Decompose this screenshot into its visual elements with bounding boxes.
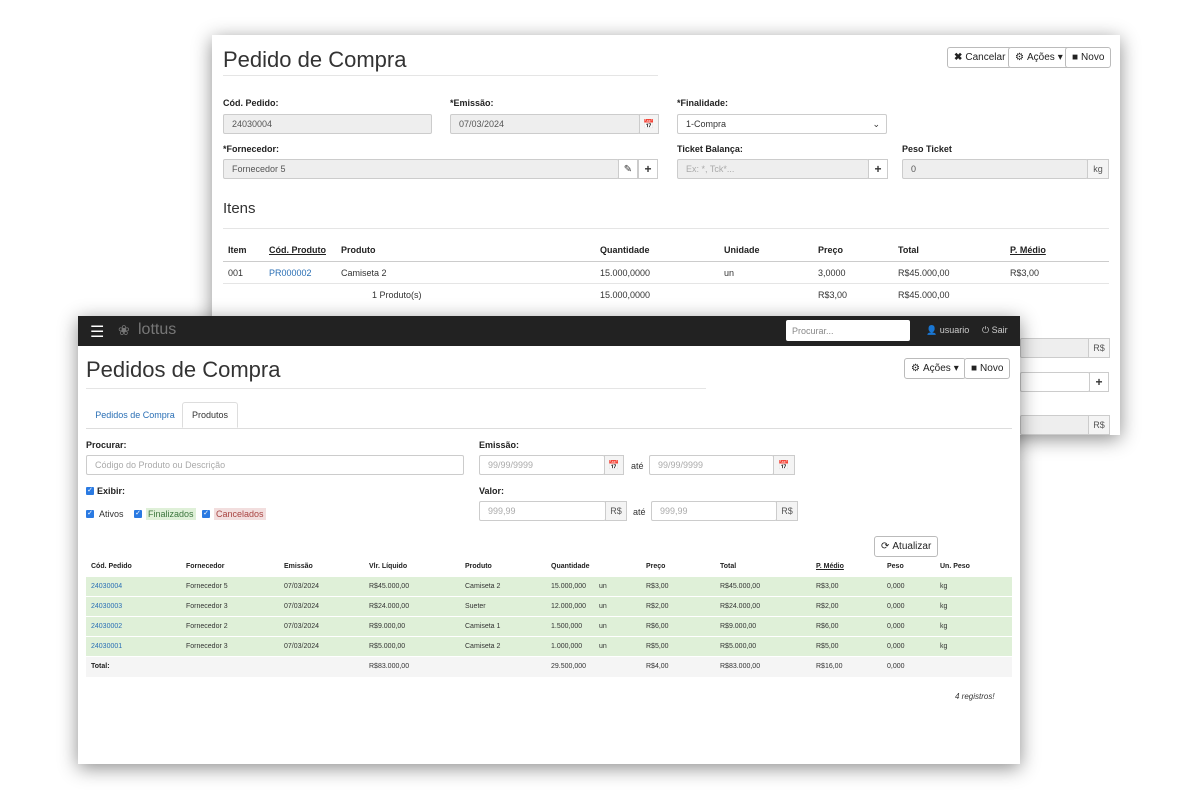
table-row[interactable]: 24030003 Fornecedor 3 07/03/2024 R$24.00… <box>86 597 1012 617</box>
exibir-label: Exibir: <box>97 486 126 496</box>
hidden-field-2[interactable] <box>1020 372 1090 392</box>
actions-button[interactable]: ⚙ Ações ▾ <box>1008 47 1070 68</box>
filter-ativos: Ativos <box>99 509 124 519</box>
cod-pedido-field[interactable]: 24030004 <box>223 114 432 134</box>
currency-addon-3: R$ <box>1088 415 1110 435</box>
lotus-logo-icon: ❀ <box>118 322 130 338</box>
col-cod-produto[interactable]: Cód. Produto <box>269 245 326 255</box>
actions-button[interactable]: ⚙ Ações ▾ <box>904 358 966 379</box>
itens-title: Itens <box>223 200 256 217</box>
caret-down-icon: ▾ <box>953 363 959 374</box>
ticket-label: Ticket Balança: <box>677 144 743 154</box>
col-quantidade: Quantidade <box>600 245 650 255</box>
peso-unit: kg <box>1087 159 1109 179</box>
table-row[interactable]: 24030002 Fornecedor 2 07/03/2024 R$9.000… <box>86 617 1012 637</box>
valor-label: Valor: <box>479 486 505 496</box>
fornecedor-label: *Fornecedor: <box>223 144 280 154</box>
file-icon: ■ <box>971 363 978 374</box>
add-ticket-button[interactable]: + <box>868 159 888 179</box>
calendar-icon[interactable]: 📅 <box>604 455 624 475</box>
chevron-down-icon: ⌄ <box>872 118 880 129</box>
close-icon: ✖ <box>954 52 963 63</box>
calendar-icon[interactable]: 📅 <box>773 455 795 475</box>
logout-button[interactable]: ⏻ Sair <box>982 325 1008 335</box>
finalidade-label: *Finalidade: <box>677 98 729 108</box>
purchase-orders-window: ☰ ❀ lottus Procurar... 👤 usuario ⏻ Sair … <box>78 316 1020 764</box>
currency-addon: R$ <box>776 501 798 521</box>
cancelados-checkbox[interactable]: ✓ <box>202 510 210 518</box>
add-button-2[interactable]: + <box>1089 372 1109 392</box>
calendar-icon[interactable]: 📅 <box>639 114 659 134</box>
add-supplier-button[interactable]: + <box>638 159 658 179</box>
ate-label: até <box>631 461 644 471</box>
table-total-row: Total: R$83.000,00 29.500,000 R$4,00 R$8… <box>86 657 1012 677</box>
tab-produtos[interactable]: Produtos <box>182 402 238 428</box>
emissao-end-input[interactable]: 99/99/9999 <box>649 455 774 475</box>
exibir-checkbox[interactable]: ✓ <box>86 487 94 495</box>
col-p-medio[interactable]: P. Médio <box>1010 245 1046 255</box>
user-menu[interactable]: 👤 usuario <box>926 325 970 335</box>
filter-cancelados: Cancelados <box>214 508 266 520</box>
finalidade-select[interactable]: 1-Compra ⌄ <box>677 114 887 134</box>
page-title: Pedidos de Compra <box>86 357 281 382</box>
caret-down-icon: ▾ <box>1057 52 1063 63</box>
power-icon: ⏻ <box>982 325 990 335</box>
procurar-label: Procurar: <box>86 440 127 450</box>
hidden-field-3[interactable] <box>1020 415 1090 435</box>
currency-addon: R$ <box>605 501 627 521</box>
currency-addon-1: R$ <box>1088 338 1110 358</box>
fornecedor-field[interactable]: Fornecedor 5 <box>223 159 619 179</box>
user-icon: 👤 <box>926 325 938 335</box>
page-title: Pedido de Compra <box>223 47 407 72</box>
col-total: Total <box>898 245 919 255</box>
records-count: 4 registros! <box>955 692 995 701</box>
menu-icon[interactable]: ☰ <box>90 324 105 341</box>
tab-pedidos-de-compra[interactable]: Pedidos de Compra <box>95 410 175 420</box>
search-input[interactable]: Procurar... <box>786 320 910 341</box>
peso-ticket-label: Peso Ticket <box>902 144 952 154</box>
col-produto: Produto <box>341 245 376 255</box>
ticket-input[interactable]: Ex: *, Tck*... <box>677 159 869 179</box>
table-row[interactable]: 24030004 Fornecedor 5 07/03/2024 R$45.00… <box>86 577 1012 597</box>
finalizados-checkbox[interactable]: ✓ <box>134 510 142 518</box>
brand-name: lottus <box>138 321 177 338</box>
ativos-checkbox[interactable]: ✓ <box>86 510 94 518</box>
new-button[interactable]: ■ Novo <box>964 358 1011 379</box>
table-row[interactable]: 24030001 Fornecedor 3 07/03/2024 R$5.000… <box>86 637 1012 657</box>
edit-icon[interactable]: ✎ <box>618 159 638 179</box>
cod-pedido-label: Cód. Pedido: <box>223 98 279 108</box>
col-preco: Preço <box>818 245 844 255</box>
emissao-field[interactable]: 07/03/2024 <box>450 114 640 134</box>
procurar-input[interactable]: Código do Produto ou Descrição <box>86 455 464 475</box>
product-code-link[interactable]: PR000002 <box>269 268 312 278</box>
refresh-button[interactable]: ⟳ Atualizar <box>874 536 939 557</box>
emissao-label: Emissão: <box>479 440 520 450</box>
col-unidade: Unidade <box>724 245 760 255</box>
hidden-field-1[interactable] <box>1020 338 1090 358</box>
peso-ticket-field[interactable]: 0 <box>902 159 1088 179</box>
emissao-start-input[interactable]: 99/99/9999 <box>479 455 605 475</box>
valor-max-input[interactable]: 999,99 <box>651 501 777 521</box>
ate-label-2: até <box>633 507 646 517</box>
filter-finalizados: Finalizados <box>146 508 196 520</box>
new-button[interactable]: ■ Novo <box>1065 47 1112 68</box>
gear-icon: ⚙ <box>911 363 920 374</box>
refresh-icon: ⟳ <box>881 541 890 552</box>
col-item: Item <box>228 245 247 255</box>
emissao-label: *Emissão: <box>450 98 494 108</box>
valor-min-input[interactable]: 999,99 <box>479 501 606 521</box>
gear-icon: ⚙ <box>1015 52 1024 63</box>
file-icon: ■ <box>1072 52 1079 63</box>
cancel-button[interactable]: ✖ Cancelar <box>947 47 1013 68</box>
navbar: ☰ ❀ lottus Procurar... 👤 usuario ⏻ Sair <box>78 316 1020 346</box>
